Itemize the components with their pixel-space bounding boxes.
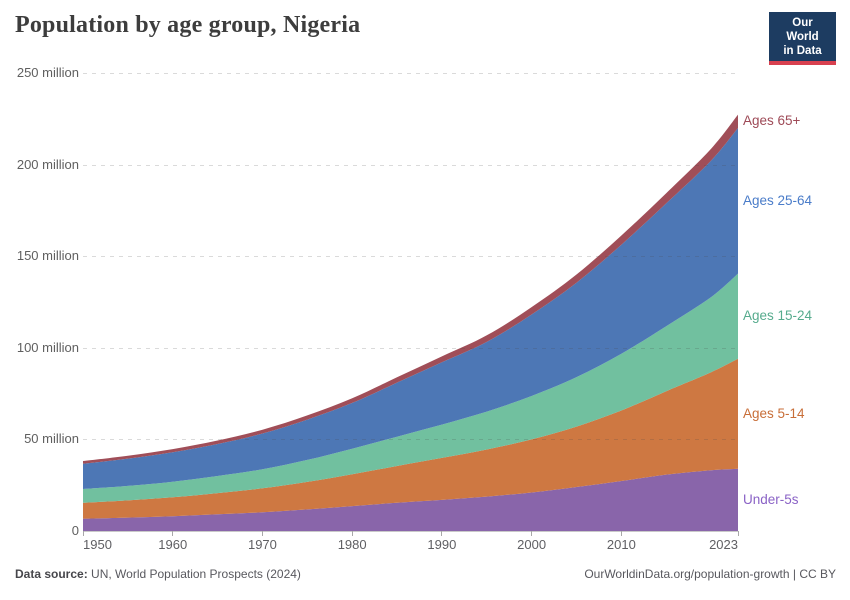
y-axis-label-0: 0 <box>71 523 79 538</box>
owid-logo-line1: Our World <box>786 17 819 43</box>
x-axis-label-1970: 1970 <box>247 537 277 552</box>
y-axis-label-200: 200 million <box>16 156 79 172</box>
gridline-250 <box>83 73 738 74</box>
legend-label-under-5s[interactable]: Under-5s <box>743 491 799 507</box>
gridline-200 <box>83 164 738 166</box>
footer-source: Data source: UN, World Population Prospe… <box>15 566 301 582</box>
y-axis-label-250: 250 million <box>16 65 79 80</box>
x-axis-label-2023: 2023 <box>709 537 738 552</box>
x-axis-tick-1960 <box>172 531 174 536</box>
area-series-ages-15-24[interactable] <box>83 273 738 503</box>
x-axis-tick-2000 <box>531 531 533 536</box>
gridline-50 <box>83 439 738 441</box>
footer-source-value: UN, World Population Prospects (2024) <box>91 567 301 581</box>
owid-logo[interactable]: Our World in Data <box>769 12 836 65</box>
footer: Data source: UN, World Population Prospe… <box>15 566 836 582</box>
gridline-150 <box>83 256 738 258</box>
x-axis-label-2010: 2010 <box>606 537 636 552</box>
area-series-under-5s[interactable] <box>83 468 738 531</box>
y-axis-label-150: 150 million <box>16 248 79 264</box>
x-axis-tick-2010 <box>620 531 622 536</box>
x-axis-tick-1990 <box>441 531 443 536</box>
legend-label-ages-25-64[interactable]: Ages 25-64 <box>743 192 813 208</box>
area-series-ages-25-64[interactable] <box>83 128 738 489</box>
x-axis-label-1990: 1990 <box>427 537 457 552</box>
x-axis-tick-1980 <box>351 531 353 536</box>
y-axis-label-50: 50 million <box>24 431 79 447</box>
footer-attribution: OurWorldinData.org/population-growth | C… <box>584 567 836 581</box>
x-axis-tick-1950 <box>82 531 84 536</box>
owid-logo-line2: in Data <box>783 45 822 57</box>
x-axis-label-2000: 2000 <box>517 537 547 552</box>
legend-label-ages-65[interactable]: Ages 65+ <box>743 113 801 129</box>
legend-label-ages-5-14[interactable]: Ages 5-14 <box>743 405 805 421</box>
area-series-ages-5-14[interactable] <box>83 358 738 519</box>
x-axis-label-1980: 1980 <box>337 537 367 552</box>
y-axis-label-100: 100 million <box>16 339 79 355</box>
x-axis-baseline <box>83 531 738 532</box>
gridline-100 <box>83 347 738 349</box>
x-axis-tick-2023 <box>737 531 739 536</box>
page-title: Population by age group, Nigeria <box>15 12 361 38</box>
x-axis-label-1960: 1960 <box>158 537 188 552</box>
x-axis-label-1950: 1950 <box>83 537 112 552</box>
legend-label-ages-15-24[interactable]: Ages 15-24 <box>743 308 813 324</box>
x-axis-tick-1970 <box>261 531 263 536</box>
footer-source-label: Data source: <box>15 567 88 581</box>
